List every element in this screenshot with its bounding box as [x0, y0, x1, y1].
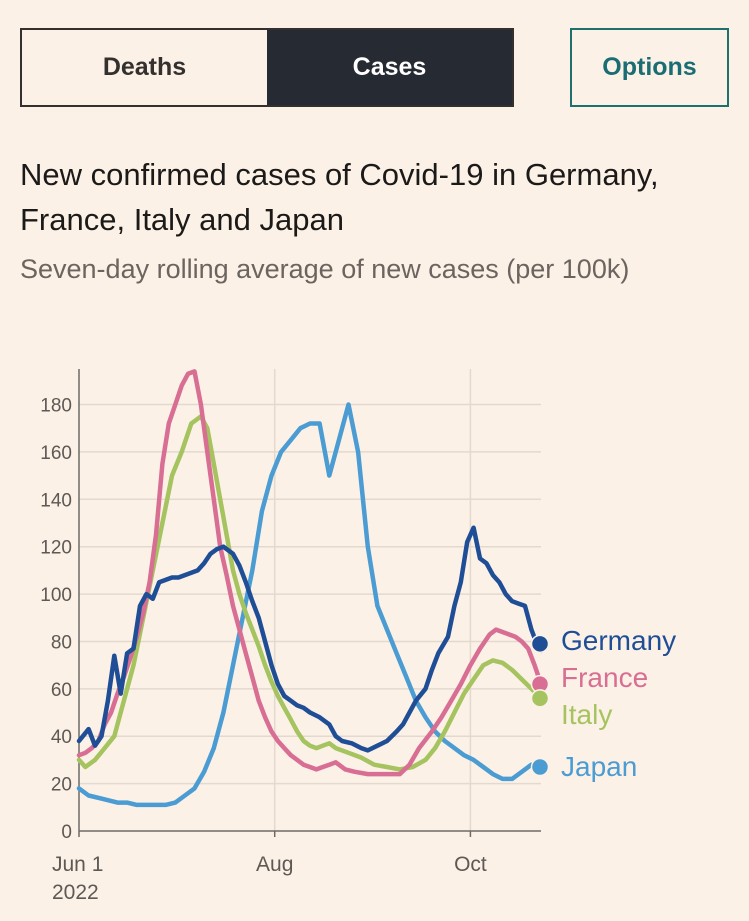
end-dot-italy	[530, 689, 550, 708]
series-line-germany	[76, 525, 544, 753]
series-line-japan	[76, 402, 544, 808]
y-tick-label: 40	[51, 727, 72, 748]
y-tick-label: 140	[40, 490, 72, 511]
x-tick-label: Oct	[454, 853, 487, 876]
y-tick-label: 0	[61, 822, 72, 843]
metric-toggle: Deaths Cases	[20, 28, 514, 107]
options-button[interactable]: Options	[570, 28, 729, 107]
deaths-tab[interactable]: Deaths	[22, 30, 267, 105]
legend-label-germany: Germany	[561, 625, 676, 656]
end-dot-germany	[530, 634, 550, 654]
end-dot-japan	[530, 757, 550, 777]
legend-label-france: France	[561, 662, 648, 693]
y-tick-label: 160	[40, 443, 72, 464]
legend-label-italy: Italy	[561, 699, 612, 730]
y-tick-label: 80	[51, 632, 72, 653]
y-tick-label: 20	[51, 775, 72, 796]
series-line-italy	[76, 414, 544, 772]
x-tick-label: Aug	[256, 853, 293, 876]
y-tick-label: 60	[51, 680, 72, 701]
legend-label-japan: Japan	[561, 751, 637, 782]
series-line-france	[76, 369, 544, 777]
line-chart: 0 20 40 60 80 100 120 140 160 180 Jun 1 2022 Aug Oct G…	[40, 369, 676, 904]
y-tick-label: 180	[40, 396, 72, 417]
chart-title: New confirmed cases of Covid-19 in Germa…	[20, 157, 659, 237]
x-tick-sublabel: 2022	[52, 881, 99, 904]
chart-subtitle: Seven-day rolling average of new cases (…	[20, 254, 630, 284]
x-tick-label: Jun 1	[52, 853, 103, 876]
cases-tab[interactable]: Cases	[267, 30, 512, 105]
y-tick-label: 100	[40, 585, 72, 606]
y-tick-label: 120	[40, 538, 72, 559]
